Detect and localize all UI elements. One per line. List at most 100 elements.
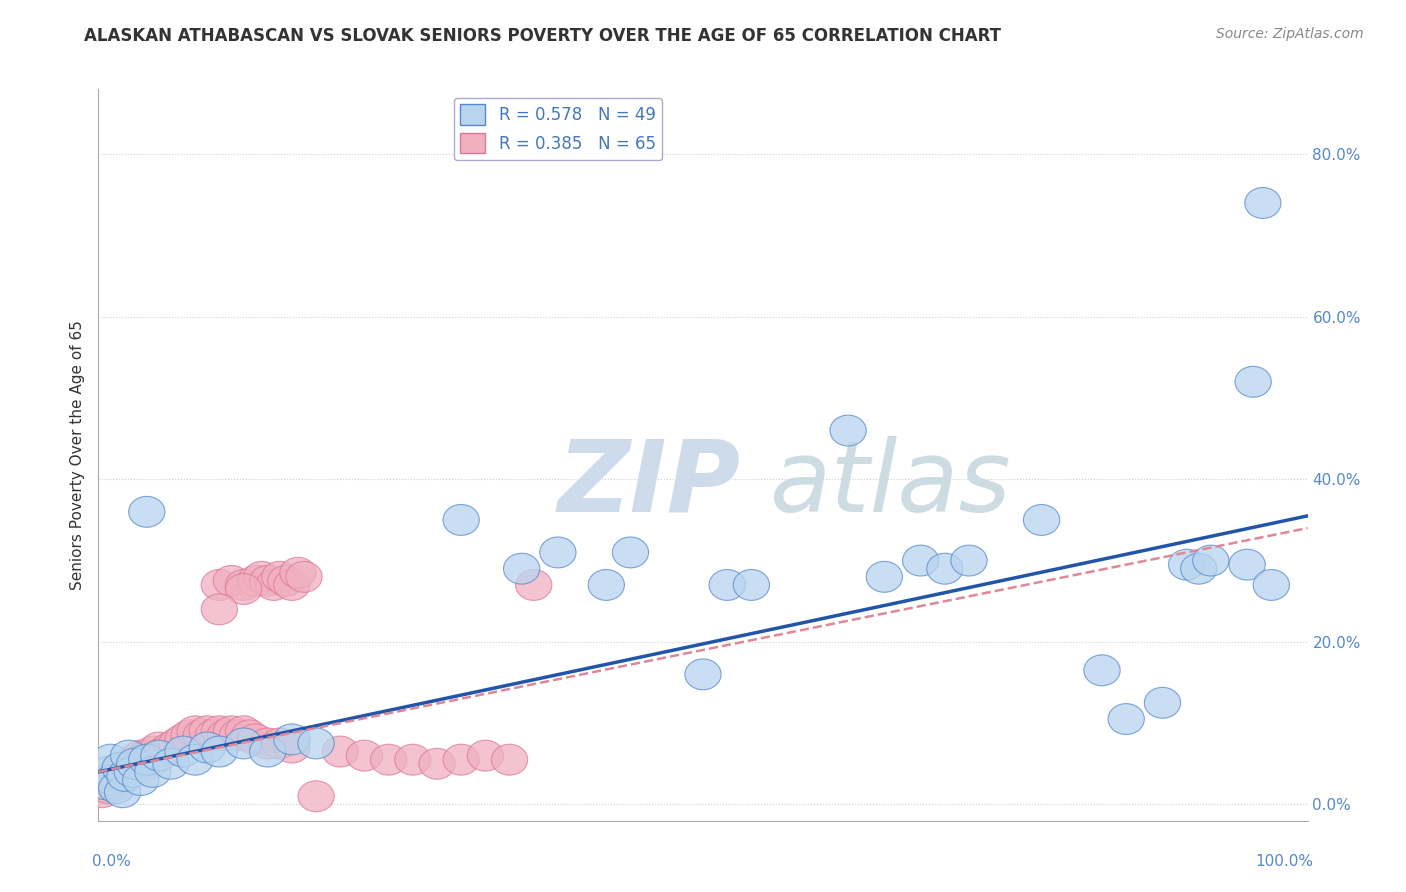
Ellipse shape	[734, 569, 769, 600]
Ellipse shape	[153, 732, 190, 763]
Ellipse shape	[201, 569, 238, 600]
Ellipse shape	[129, 740, 165, 771]
Ellipse shape	[100, 756, 136, 788]
Text: ZIP: ZIP	[558, 435, 741, 533]
Ellipse shape	[1253, 569, 1289, 600]
Ellipse shape	[243, 561, 280, 592]
Ellipse shape	[443, 744, 479, 775]
Ellipse shape	[94, 761, 131, 791]
Ellipse shape	[492, 744, 527, 775]
Ellipse shape	[238, 566, 274, 597]
Ellipse shape	[195, 720, 232, 751]
Ellipse shape	[110, 756, 146, 788]
Ellipse shape	[830, 415, 866, 446]
Ellipse shape	[201, 594, 238, 624]
Ellipse shape	[138, 740, 174, 771]
Ellipse shape	[94, 764, 131, 796]
Ellipse shape	[93, 764, 129, 796]
Ellipse shape	[709, 569, 745, 600]
Ellipse shape	[467, 740, 503, 771]
Ellipse shape	[107, 752, 143, 783]
Ellipse shape	[122, 740, 159, 771]
Ellipse shape	[214, 715, 250, 747]
Ellipse shape	[131, 748, 167, 780]
Ellipse shape	[146, 736, 183, 767]
Ellipse shape	[540, 537, 576, 568]
Ellipse shape	[903, 545, 939, 576]
Text: Source: ZipAtlas.com: Source: ZipAtlas.com	[1216, 27, 1364, 41]
Ellipse shape	[225, 569, 262, 600]
Ellipse shape	[1084, 655, 1121, 686]
Ellipse shape	[1024, 505, 1060, 535]
Ellipse shape	[685, 659, 721, 690]
Ellipse shape	[188, 715, 225, 747]
Ellipse shape	[274, 569, 311, 600]
Ellipse shape	[104, 761, 141, 791]
Ellipse shape	[159, 728, 195, 759]
Ellipse shape	[103, 752, 138, 783]
Text: 0.0%: 0.0%	[93, 854, 131, 869]
Ellipse shape	[127, 744, 163, 775]
Ellipse shape	[141, 740, 177, 771]
Ellipse shape	[93, 744, 129, 775]
Ellipse shape	[86, 769, 122, 799]
Ellipse shape	[214, 566, 250, 597]
Ellipse shape	[114, 756, 150, 788]
Ellipse shape	[201, 736, 238, 767]
Ellipse shape	[250, 728, 285, 759]
Ellipse shape	[117, 744, 153, 775]
Ellipse shape	[84, 777, 120, 807]
Ellipse shape	[129, 744, 165, 775]
Ellipse shape	[503, 553, 540, 584]
Ellipse shape	[1108, 704, 1144, 734]
Ellipse shape	[250, 736, 285, 767]
Ellipse shape	[262, 728, 298, 759]
Ellipse shape	[183, 720, 219, 751]
Ellipse shape	[950, 545, 987, 576]
Ellipse shape	[225, 728, 262, 759]
Ellipse shape	[98, 772, 135, 804]
Ellipse shape	[120, 748, 155, 780]
Ellipse shape	[172, 720, 207, 751]
Ellipse shape	[207, 720, 243, 751]
Ellipse shape	[225, 715, 262, 747]
Ellipse shape	[111, 748, 148, 780]
Ellipse shape	[103, 764, 138, 796]
Ellipse shape	[201, 715, 238, 747]
Ellipse shape	[219, 720, 256, 751]
Ellipse shape	[90, 756, 127, 788]
Ellipse shape	[256, 569, 292, 600]
Ellipse shape	[188, 732, 225, 763]
Ellipse shape	[87, 769, 124, 799]
Ellipse shape	[107, 761, 143, 791]
Ellipse shape	[1192, 545, 1229, 576]
Ellipse shape	[232, 720, 267, 751]
Ellipse shape	[1229, 549, 1265, 580]
Ellipse shape	[516, 569, 551, 600]
Ellipse shape	[129, 496, 165, 527]
Ellipse shape	[97, 769, 134, 799]
Ellipse shape	[117, 748, 153, 780]
Ellipse shape	[141, 732, 177, 763]
Legend: R = 0.578   N = 49, R = 0.385   N = 65: R = 0.578 N = 49, R = 0.385 N = 65	[454, 97, 662, 160]
Ellipse shape	[274, 724, 311, 755]
Ellipse shape	[122, 764, 159, 796]
Ellipse shape	[298, 728, 335, 759]
Ellipse shape	[1144, 688, 1181, 718]
Ellipse shape	[250, 566, 285, 597]
Ellipse shape	[267, 566, 304, 597]
Ellipse shape	[1181, 553, 1218, 584]
Ellipse shape	[262, 561, 298, 592]
Ellipse shape	[135, 756, 172, 788]
Ellipse shape	[274, 732, 311, 763]
Ellipse shape	[613, 537, 648, 568]
Ellipse shape	[866, 561, 903, 592]
Ellipse shape	[395, 744, 432, 775]
Ellipse shape	[322, 736, 359, 767]
Text: ALASKAN ATHABASCAN VS SLOVAK SENIORS POVERTY OVER THE AGE OF 65 CORRELATION CHAR: ALASKAN ATHABASCAN VS SLOVAK SENIORS POV…	[84, 27, 1001, 45]
Ellipse shape	[111, 740, 146, 771]
Ellipse shape	[135, 736, 172, 767]
Y-axis label: Seniors Poverty Over the Age of 65: Seniors Poverty Over the Age of 65	[69, 320, 84, 590]
Ellipse shape	[165, 736, 201, 767]
Ellipse shape	[114, 752, 150, 783]
